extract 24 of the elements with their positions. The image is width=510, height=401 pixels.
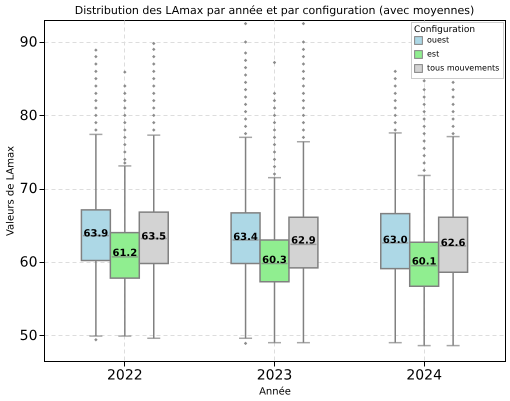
annotation: 62.9 <box>291 236 316 247</box>
y-tick-label: 70 <box>20 181 38 198</box>
annotation: 63.9 <box>84 228 108 240</box>
annotation: 63.5 <box>141 231 166 242</box>
x-tick-label: 2023 <box>256 368 292 384</box>
legend-label: tous mouvements <box>427 64 500 72</box>
x-axis-title: Année <box>259 386 291 398</box>
annotation: 60.1 <box>412 256 437 268</box>
y-tick-label: 60 <box>20 254 38 270</box>
chart-title: Distribution des LAmax par année et par configuration (avec moyennes) <box>74 4 474 17</box>
annotation: 63.4 <box>233 232 258 244</box>
legend-label: est <box>427 50 440 58</box>
annotation: 63.0 <box>382 235 408 246</box>
x-tick-label: 2024 <box>406 368 442 384</box>
y-tick-label: 50 <box>20 328 38 344</box>
x-tick-label: 2022 <box>107 368 143 384</box>
annotation: 62.6 <box>440 238 466 249</box>
legend-label: ouest <box>427 36 450 44</box>
y-tick-label: 90 <box>20 34 38 50</box>
legend-title: Configuration <box>414 25 476 35</box>
annotation: 60.3 <box>262 254 287 266</box>
y-tick-label: 80 <box>20 108 38 124</box>
annotation: 61.2 <box>112 248 138 260</box>
y-axis-title: Valeurs de LAmax <box>6 146 17 236</box>
